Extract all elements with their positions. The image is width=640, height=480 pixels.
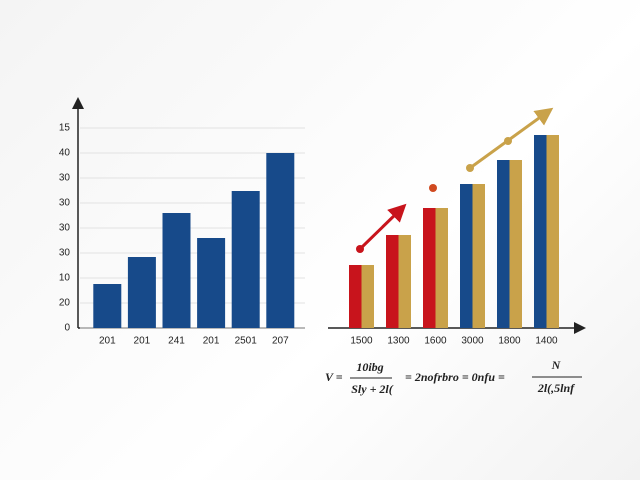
x-tick-label: 2501 [235,336,258,347]
bar [472,184,485,328]
x-tick-label: 201 [203,336,220,347]
x-tick-label: 1300 [387,336,410,347]
bar [386,235,399,328]
formula-text: V = [325,370,343,384]
y-tick-label: 0 [64,323,70,334]
x-tick-label: 1800 [498,336,521,347]
x-tick-label: 1400 [535,336,558,347]
bar [349,265,362,328]
y-tick-label: 30 [59,248,71,259]
bar [534,135,547,328]
trend-arrows [356,107,554,253]
bar [546,135,559,328]
y-tick-label: 15 [59,123,71,134]
y-tick-label: 30 [59,173,71,184]
bar [398,235,411,328]
y-tick-label: 20 [59,298,71,309]
y-tick-label: 30 [59,198,71,209]
x-tick-label: 3000 [461,336,484,347]
x-tick-label: 1500 [350,336,373,347]
bar [266,153,295,328]
bar [93,284,122,328]
trend-arrow [469,107,554,170]
x-tick-label: 201 [134,336,151,347]
x-tick-label: 1600 [424,336,447,347]
x-tick-label: 241 [168,336,185,347]
bar [231,191,260,328]
bar [497,160,510,328]
formula-text: Sly + 2l( [351,382,394,396]
formula: V = 10ibg Sly + 2l( = 2nofrbro = 0nfu = … [325,358,582,396]
y-tick-label: 30 [59,223,71,234]
y-tick-label: 10 [59,273,71,284]
trend-dot [429,184,437,192]
bar [423,208,436,328]
bar [162,213,191,328]
bar [435,208,448,328]
formula-text: N [551,358,562,372]
bar [509,160,522,328]
x-tick-label: 201 [99,336,116,347]
bar [361,265,374,328]
bar [197,238,226,328]
bar [460,184,473,328]
y-tick-label: 40 [59,148,71,159]
x-tick-label: 207 [272,336,289,347]
formula-text: 10ibg [356,360,383,374]
formula-text: = 2nofrbro = 0nfu = [405,370,505,384]
bar [127,257,156,328]
formula-text: 2l(,5lnf [537,381,575,395]
trend-arrow [358,203,407,251]
